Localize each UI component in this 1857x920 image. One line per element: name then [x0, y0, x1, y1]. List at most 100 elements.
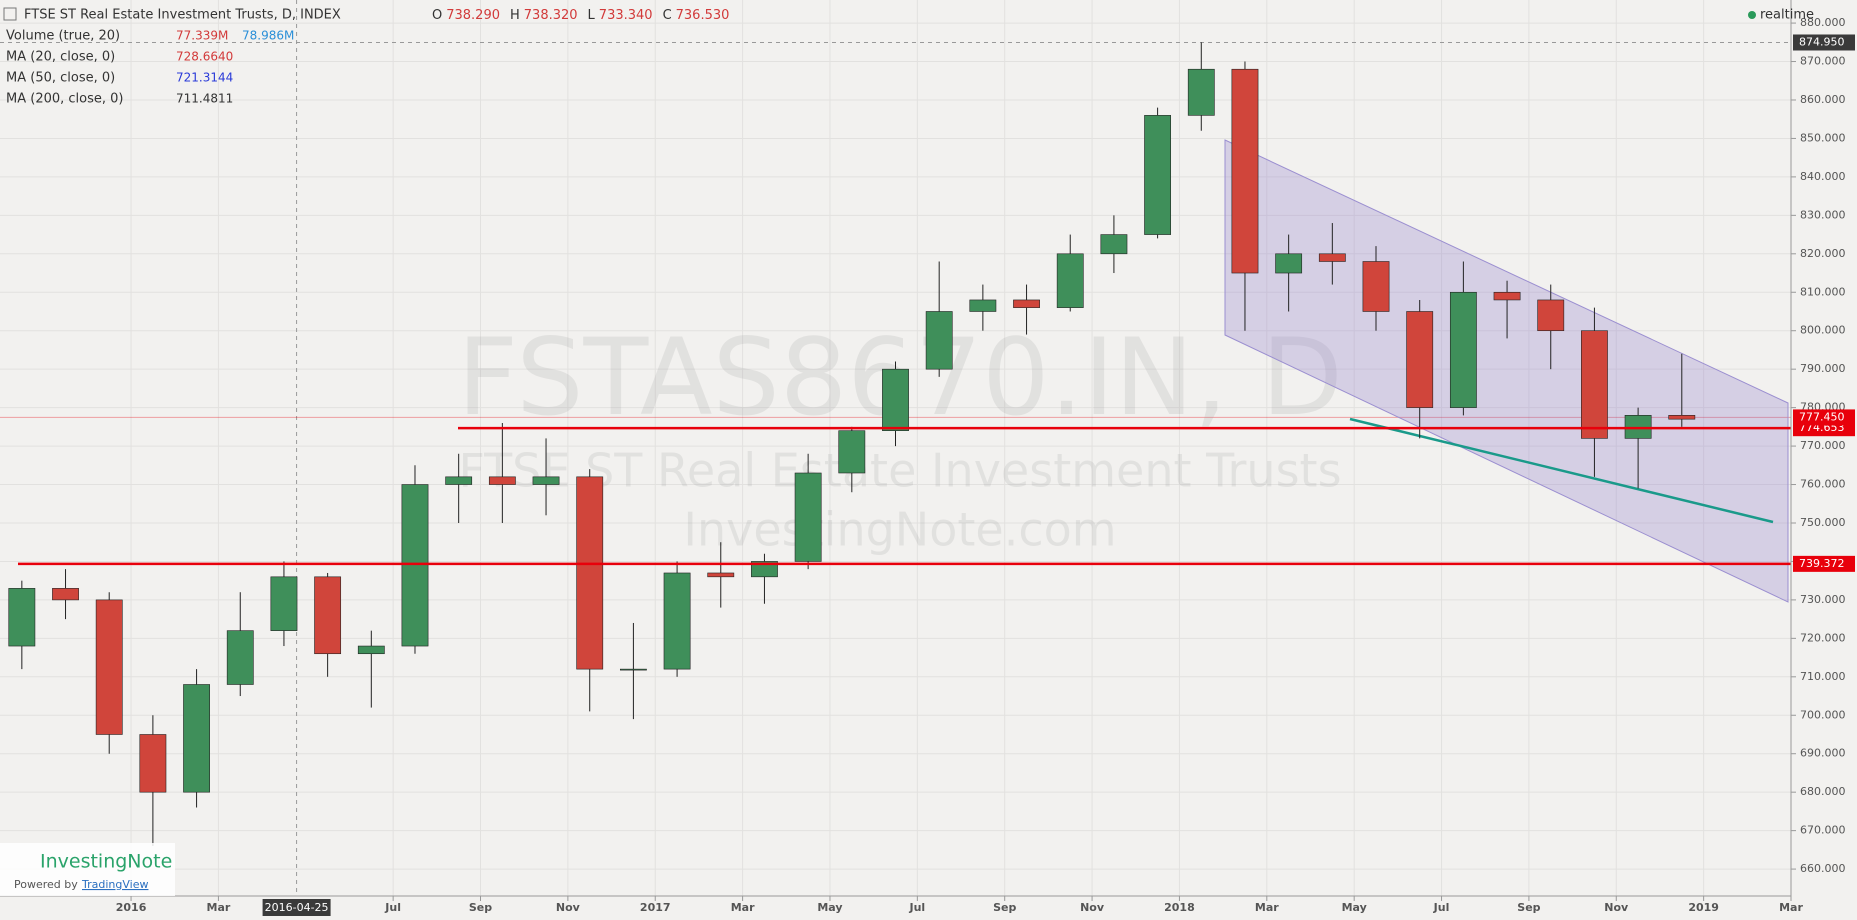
ohlc-value: 736.530 — [676, 8, 730, 23]
y-tick-label: 800.000 — [1800, 324, 1846, 337]
candle-body — [139, 734, 167, 793]
candle-body — [488, 476, 516, 485]
ohlc-key: H — [510, 8, 520, 23]
candle-body — [1406, 311, 1434, 408]
last-price-label: 777.450 — [1799, 410, 1845, 423]
candle-body — [1013, 299, 1040, 308]
channel — [1224, 139, 1789, 603]
y-tick-label: 690.000 — [1800, 747, 1846, 760]
x-tick-label: Jul — [384, 901, 401, 914]
y-tick-label: 840.000 — [1800, 170, 1846, 183]
indicator-label: MA (50, close, 0) — [6, 71, 115, 86]
logo-text: InvestingNote — [40, 851, 172, 873]
candle-body — [1231, 68, 1259, 274]
candle-body — [1318, 253, 1346, 262]
ohlc-key: O — [432, 8, 442, 23]
crosshair-y-badge — [1793, 34, 1855, 51]
candle-body — [663, 572, 691, 670]
y-tick-label: 760.000 — [1800, 478, 1846, 491]
candle-body — [95, 599, 123, 735]
x-tick-label: 2018 — [1164, 901, 1195, 914]
indicator-label: Volume (true, 20) — [6, 29, 120, 44]
x-tick-label: 2019 — [1688, 901, 1719, 914]
indicator-value: 77.339M — [176, 29, 228, 43]
watermark-name: FTSE ST Real Estate Investment Trusts — [458, 444, 1341, 498]
candle-body — [1624, 415, 1652, 439]
candle-body — [8, 588, 36, 647]
candle-body — [1275, 253, 1303, 274]
support-trendline — [1349, 417, 1774, 524]
x-tick-label: Mar — [1255, 901, 1279, 914]
candle-body — [1362, 261, 1390, 312]
x-tick-label: Jul — [1433, 901, 1450, 914]
level-label: 739.372 — [1799, 557, 1845, 570]
plot — [8, 42, 1791, 847]
candle-body — [576, 476, 604, 670]
y-tick-label: 730.000 — [1800, 593, 1846, 606]
crosshair-x-badge — [262, 899, 331, 916]
ohlc-key: C — [663, 8, 672, 23]
candle-body — [969, 299, 997, 312]
candle-body — [751, 561, 778, 578]
ohlc-value: 738.320 — [524, 8, 578, 23]
candle-body — [838, 430, 866, 474]
x-tick-label: Nov — [1604, 901, 1629, 914]
x-tick-label: Sep — [469, 901, 492, 914]
chart-title: FTSE ST Real Estate Investment Trusts, D… — [24, 8, 341, 23]
level-badge — [1793, 555, 1855, 572]
candle-body — [1100, 234, 1128, 255]
collapse-icon[interactable] — [3, 7, 17, 21]
logo-box — [0, 843, 175, 896]
y-tick-label: 820.000 — [1800, 247, 1846, 260]
y-tick-label: 720.000 — [1800, 631, 1846, 644]
indicator-value: 78.986M — [242, 29, 294, 43]
indicators: Volume (true, 20) 77.339M 78.986M MA (20, c… — [6, 29, 294, 107]
y-tick-label: 830.000 — [1800, 208, 1846, 221]
candle-body — [314, 576, 342, 655]
candle-body — [1056, 253, 1084, 308]
crosshair-y-label: 874.950 — [1799, 35, 1845, 48]
ohlc-value: 733.340 — [599, 8, 653, 23]
x-tick-label: Sep — [993, 901, 1016, 914]
x-tick-label: Nov — [1080, 901, 1105, 914]
y-tick-label: 680.000 — [1800, 785, 1846, 798]
provider-link[interactable]: TradingView — [81, 878, 148, 891]
x-tick-label: Nov — [556, 901, 581, 914]
candle-body — [357, 645, 385, 655]
x-tick-label: 2016 — [116, 901, 147, 914]
candle-body — [925, 311, 953, 370]
candle-body — [226, 630, 254, 685]
ohlc-key: L — [588, 8, 596, 23]
candle-body — [1581, 330, 1608, 439]
y-tick-label: 860.000 — [1800, 93, 1846, 106]
x-tick-label: Sep — [1517, 901, 1540, 914]
candle-body — [1537, 299, 1565, 332]
candle-body — [1668, 415, 1696, 420]
candle-body — [401, 484, 429, 647]
y-tick-label: 880.000 — [1800, 16, 1846, 29]
y-tick-label: 850.000 — [1800, 131, 1846, 144]
y-tick-label: 870.000 — [1800, 55, 1846, 68]
indicator-label: MA (20, close, 0) — [6, 50, 115, 65]
x-tick-label: Mar — [207, 901, 231, 914]
grid — [0, 0, 1792, 896]
y-tick-label: 700.000 — [1800, 708, 1846, 721]
x-tick-label: May — [1342, 901, 1367, 914]
x-tick-label: May — [817, 901, 842, 914]
indicator-value: 721.3144 — [176, 71, 233, 85]
ohlc-values: O 738.290 H 738.320 L 733.340 C 736.530 — [432, 8, 729, 23]
y-tick-label: 790.000 — [1800, 362, 1846, 375]
indicator-label: MA (200, close, 0) — [6, 92, 123, 107]
watermark-site: InvestingNote.com — [683, 503, 1116, 557]
y-tick-label: 660.000 — [1800, 862, 1846, 875]
candle-body — [794, 472, 822, 562]
header: FTSE ST Real Estate Investment Trusts, D… — [3, 7, 1814, 107]
x-tick-label: Mar — [1779, 901, 1803, 914]
candle-body — [707, 572, 735, 578]
y-tick-label: 770.000 — [1800, 439, 1846, 452]
y-tick-label: 810.000 — [1800, 285, 1846, 298]
indicator-value: 711.4811 — [176, 92, 233, 106]
x-tick-label: Mar — [731, 901, 755, 914]
status: realtime — [1760, 8, 1814, 23]
